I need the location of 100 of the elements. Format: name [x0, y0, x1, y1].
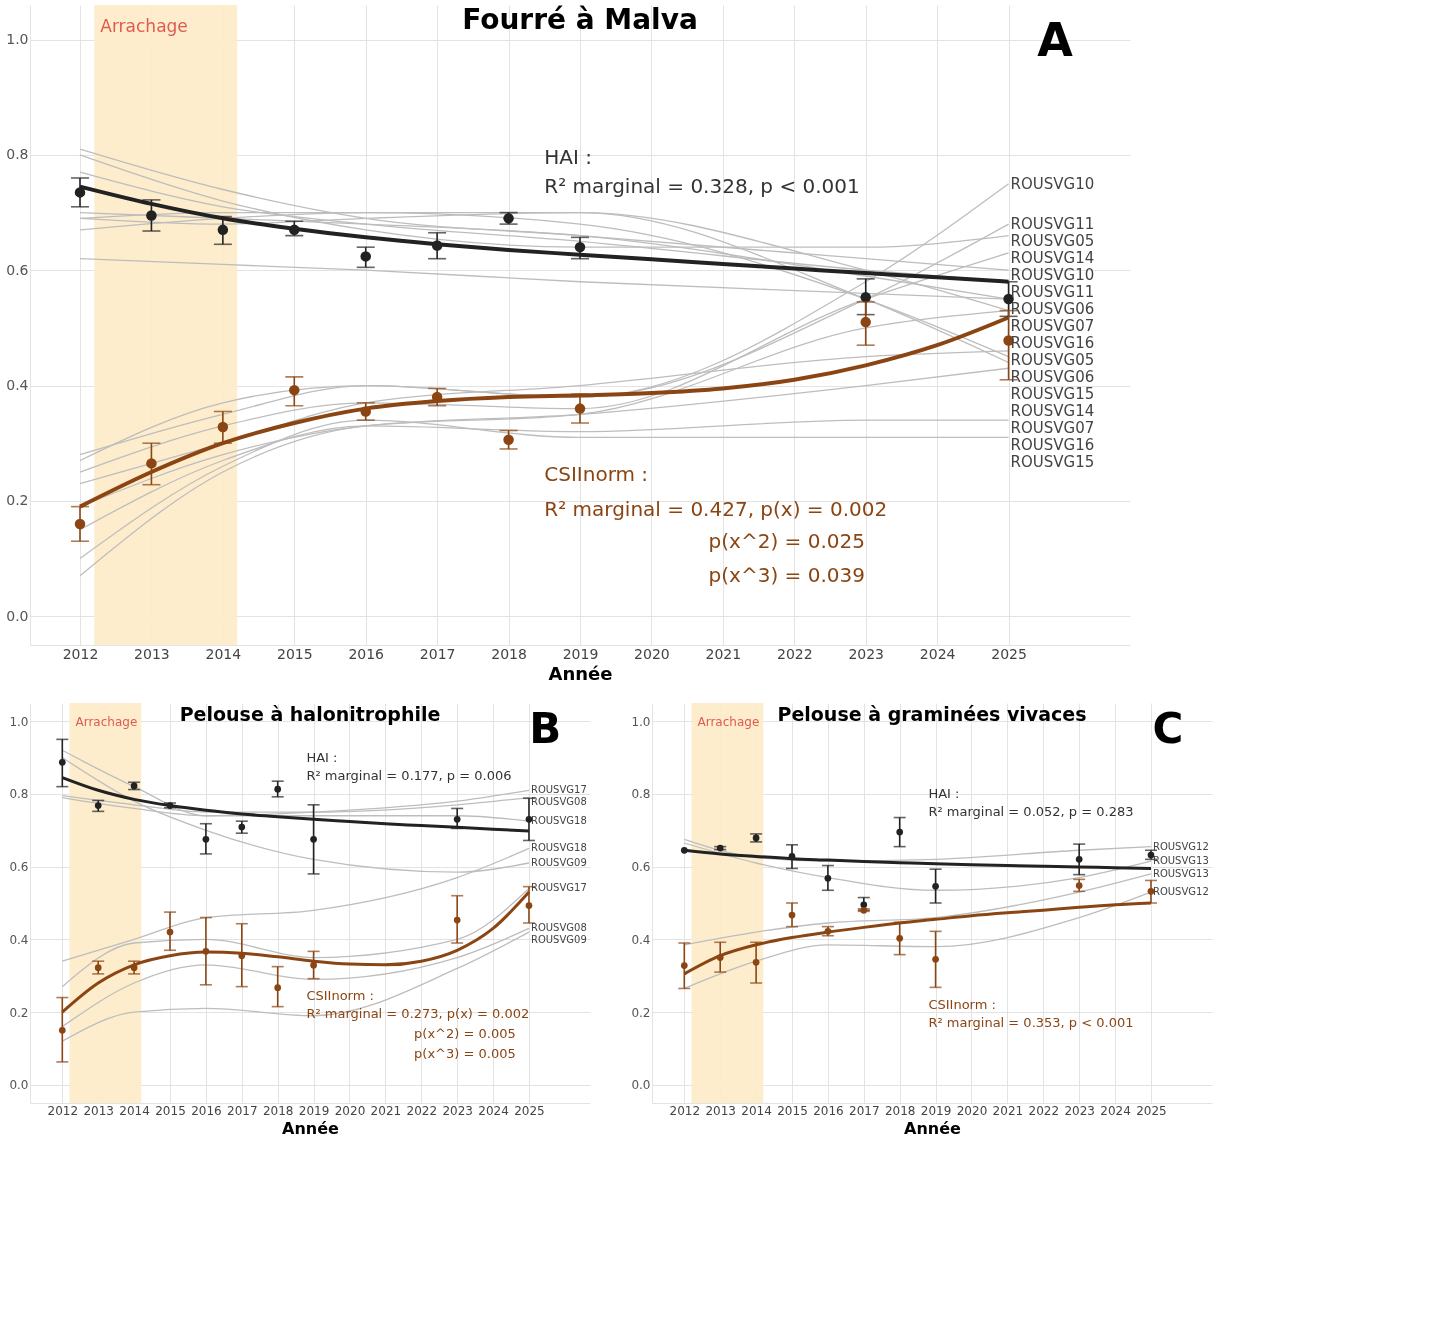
series-label: ROUSVG07	[1010, 317, 1095, 336]
y-tick-label: 0.2	[9, 1005, 29, 1020]
x-tick-label: 2025	[991, 645, 1027, 662]
x-tick-label: 2012	[669, 1103, 701, 1118]
x-tick-label: 2022	[776, 645, 813, 662]
annotation: R² marginal = 0.177, p = 0.006	[306, 767, 512, 783]
series-label: ROUSVG15	[1010, 453, 1095, 472]
x-tick-label: 2023	[1064, 1103, 1095, 1118]
annotation: p(x^3) = 0.039	[708, 562, 865, 587]
x-tick-label: 2021	[370, 1103, 402, 1118]
x-axis-title: Année	[282, 1118, 340, 1138]
x-tick-label: 2023	[848, 645, 885, 662]
x-tick-label: 2016	[813, 1103, 844, 1118]
x-tick-label: 2017	[227, 1103, 258, 1118]
x-tick-label: 2020	[956, 1103, 988, 1118]
series-label: ROUSVG08	[530, 796, 587, 808]
y-tick-label: 0.8	[9, 787, 29, 802]
y-tick-label: 0.0	[9, 1078, 29, 1093]
series-label: ROUSVG06	[1010, 300, 1095, 319]
x-axis-title: Année	[548, 662, 613, 684]
x-tick-label: 2012	[62, 645, 99, 662]
annotation: CSIInorm :	[928, 996, 996, 1012]
annotation: CSIInorm :	[306, 987, 374, 1003]
series-label: ROUSVG14	[1010, 249, 1095, 268]
annotation: R² marginal = 0.427, p(x) = 0.002	[544, 496, 888, 521]
y-tick-label: 1.0	[6, 31, 29, 48]
x-tick-label: 2014	[741, 1103, 772, 1118]
y-tick-label: 0.0	[631, 1078, 651, 1093]
annotation: HAI :	[928, 785, 960, 801]
annotation: p(x^3) = 0.005	[414, 1045, 516, 1061]
x-tick-label: 2024	[919, 645, 956, 662]
y-tick-label: 0.4	[6, 377, 29, 394]
text: ROUSVG14	[1010, 402, 1095, 421]
x-tick-label: 2018	[262, 1103, 294, 1118]
y-tick-label: 1.0	[631, 714, 651, 729]
series-label: ROUSVG16	[1010, 436, 1095, 455]
annotation: R² marginal = 0.052, p = 0.283	[928, 804, 1134, 820]
chart-title: Pelouse à graminées vivaces	[777, 703, 1087, 725]
y-tick-label: 0.2	[6, 492, 29, 509]
series-label: ROUSVG05	[1010, 232, 1095, 251]
series-label: ROUSVG10	[1010, 266, 1095, 285]
chart-title: Pelouse à halonitrophile	[179, 703, 441, 725]
x-tick-label: 2024	[1100, 1103, 1131, 1118]
x-tick-label: 2021	[705, 645, 742, 662]
x-tick-label: 2013	[83, 1103, 114, 1118]
text: ROUSVG07	[1010, 419, 1095, 438]
annotation: R² marginal = 0.273, p(x) = 0.002	[306, 1005, 530, 1021]
series-label: ROUSVG12	[1152, 886, 1209, 898]
series-label: ROUSVG15	[1010, 385, 1095, 404]
y-tick-label: 0.8	[631, 787, 651, 802]
band-label: Arrachage	[697, 715, 760, 729]
band-label: Arrachage	[75, 715, 138, 729]
chart-title: Fourré à Malva	[462, 3, 698, 36]
x-tick-label: 2014	[205, 645, 242, 662]
y-tick-label: 0.6	[631, 860, 651, 875]
series-label: ROUSVG08	[530, 922, 587, 934]
series-label: ROUSVG09	[530, 934, 587, 946]
x-tick-label: 2020	[334, 1103, 366, 1118]
x-tick-label: 2022	[406, 1103, 438, 1118]
x-tick-label: 2017	[849, 1103, 880, 1118]
series-label: ROUSVG17	[530, 882, 587, 894]
series-label: ROUSVG06	[1010, 368, 1095, 387]
series-label: ROUSVG13	[1152, 867, 1209, 879]
series-label: ROUSVG17	[530, 784, 587, 796]
x-tick-label: 2017	[419, 645, 456, 662]
y-tick-label: 0.6	[6, 261, 29, 278]
annotation: R² marginal = 0.353, p < 0.001	[928, 1015, 1134, 1030]
y-tick-label: 1.0	[9, 714, 29, 729]
y-tick-label: 0.4	[9, 932, 29, 947]
x-tick-label: 2012	[47, 1103, 79, 1118]
x-tick-label: 2019	[298, 1103, 330, 1118]
annotation: C	[1152, 704, 1184, 754]
series-label: ROUSVG18	[530, 815, 587, 827]
x-tick-label: 2015	[777, 1103, 808, 1118]
annotation: p(x^2) = 0.025	[708, 529, 865, 554]
x-tick-label: 2021	[992, 1103, 1024, 1118]
x-tick-label: 2022	[1028, 1103, 1060, 1118]
x-tick-label: 2023	[442, 1103, 473, 1118]
x-tick-label: 2015	[155, 1103, 186, 1118]
series-label: ROUSVG13	[1152, 855, 1209, 867]
series-label: ROUSVG11	[1010, 215, 1095, 234]
series-label: ROUSVG09	[530, 857, 587, 868]
y-tick-label: 0.6	[9, 860, 29, 875]
x-tick-label: 2016	[191, 1103, 222, 1118]
series-label: ROUSVG11	[1010, 283, 1095, 302]
annotation: HAI :	[306, 749, 338, 765]
x-tick-label: 2013	[705, 1103, 736, 1118]
x-tick-label: 2018	[884, 1103, 916, 1118]
annotation: B	[529, 704, 562, 754]
y-tick-label: 0.0	[6, 607, 29, 624]
series-label: ROUSVG16	[1010, 334, 1095, 353]
x-tick-label: 2025	[1136, 1103, 1167, 1118]
series-label: ROUSVG18	[530, 842, 587, 854]
band-label: Arrachage	[100, 16, 188, 36]
y-tick-label: 0.4	[631, 932, 651, 947]
y-tick-label: 0.8	[6, 146, 29, 163]
x-tick-label: 2014	[119, 1103, 150, 1118]
annotation: A	[1037, 13, 1074, 68]
x-tick-label: 2015	[276, 645, 313, 662]
annotation: R² marginal = 0.328, p < 0.001	[544, 173, 860, 198]
